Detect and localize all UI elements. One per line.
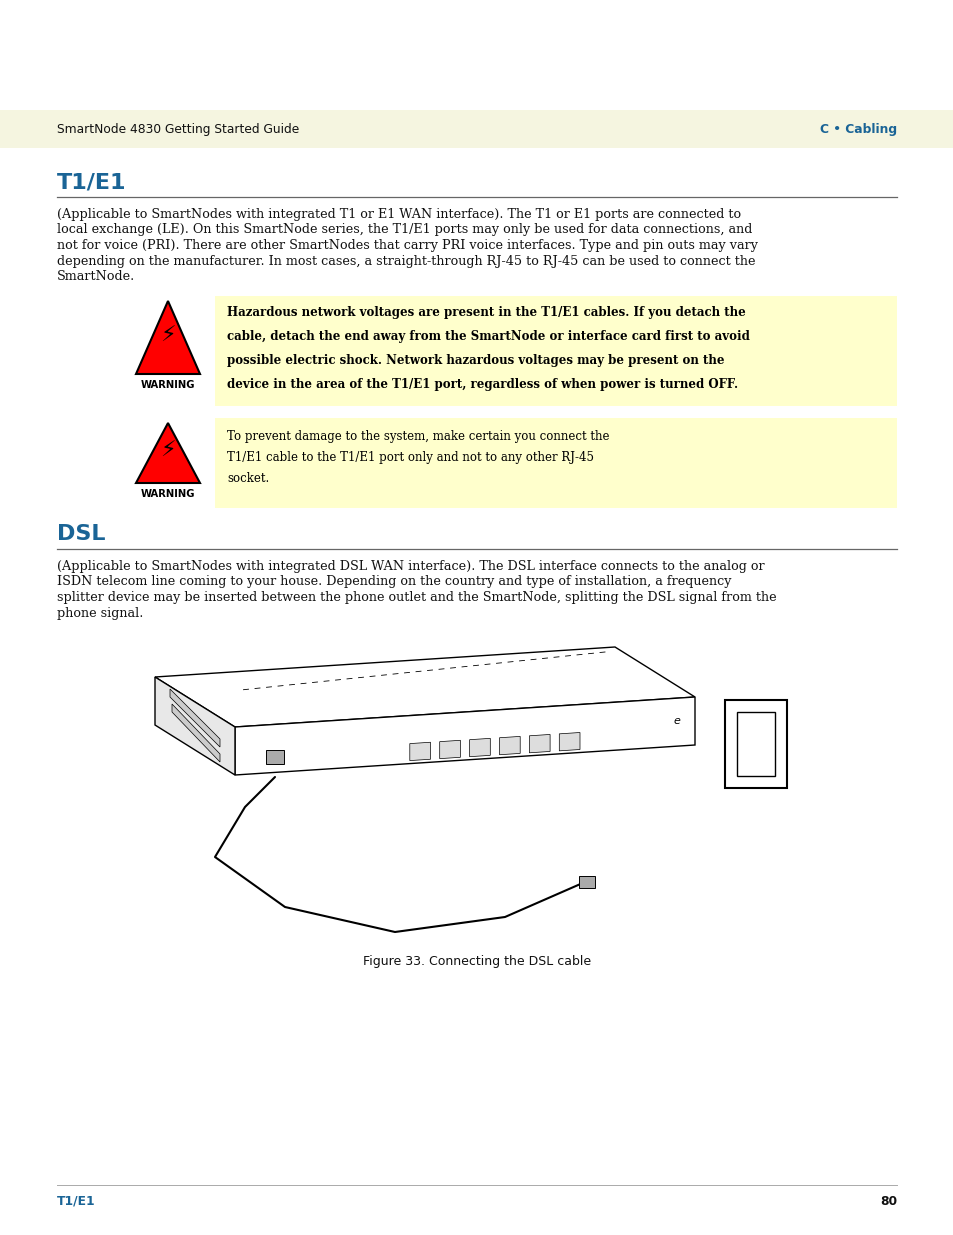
Text: C • Cabling: C • Cabling xyxy=(819,122,896,136)
Polygon shape xyxy=(234,697,695,776)
FancyBboxPatch shape xyxy=(0,110,953,148)
Polygon shape xyxy=(136,424,200,483)
Text: ⚡: ⚡ xyxy=(160,441,175,461)
Polygon shape xyxy=(469,739,490,757)
Text: phone signal.: phone signal. xyxy=(57,606,143,620)
Text: socket.: socket. xyxy=(227,472,269,485)
Text: T1/E1 cable to the T1/E1 port only and not to any other RJ-45: T1/E1 cable to the T1/E1 port only and n… xyxy=(227,451,594,464)
FancyBboxPatch shape xyxy=(724,700,786,788)
Polygon shape xyxy=(529,735,550,753)
Polygon shape xyxy=(410,742,430,761)
Polygon shape xyxy=(499,736,519,755)
FancyBboxPatch shape xyxy=(214,296,896,406)
Text: (Applicable to SmartNodes with integrated T1 or E1 WAN interface). The T1 or E1 : (Applicable to SmartNodes with integrate… xyxy=(57,207,740,221)
Text: To prevent damage to the system, make certain you connect the: To prevent damage to the system, make ce… xyxy=(227,430,609,443)
Text: not for voice (PRI). There are other SmartNodes that carry PRI voice interfaces.: not for voice (PRI). There are other Sma… xyxy=(57,240,758,252)
Text: Figure 33. Connecting the DSL cable: Figure 33. Connecting the DSL cable xyxy=(362,955,591,968)
FancyBboxPatch shape xyxy=(214,417,896,508)
Text: depending on the manufacturer. In most cases, a straight-through RJ-45 to RJ-45 : depending on the manufacturer. In most c… xyxy=(57,254,755,268)
Text: ISDN telecom line coming to your house. Depending on the country and type of ins: ISDN telecom line coming to your house. … xyxy=(57,576,731,589)
FancyBboxPatch shape xyxy=(578,876,595,888)
Text: T1/E1: T1/E1 xyxy=(57,1195,95,1208)
Polygon shape xyxy=(172,704,220,762)
Text: splitter device may be inserted between the phone outlet and the SmartNode, spli: splitter device may be inserted between … xyxy=(57,592,776,604)
Text: possible electric shock. Network hazardous voltages may be present on the: possible electric shock. Network hazardo… xyxy=(227,354,723,367)
Text: Hazardous network voltages are present in the T1/E1 cables. If you detach the: Hazardous network voltages are present i… xyxy=(227,306,745,319)
Text: local exchange (LE). On this SmartNode series, the T1/E1 ports may only be used : local exchange (LE). On this SmartNode s… xyxy=(57,224,752,236)
Text: DSL: DSL xyxy=(57,524,106,543)
Text: device in the area of the T1/E1 port, regardless of when power is turned OFF.: device in the area of the T1/E1 port, re… xyxy=(227,378,738,391)
Text: 80: 80 xyxy=(879,1195,896,1208)
Polygon shape xyxy=(154,677,234,776)
Text: e: e xyxy=(673,716,679,726)
Text: WARNING: WARNING xyxy=(141,489,195,499)
FancyBboxPatch shape xyxy=(266,750,284,764)
Text: WARNING: WARNING xyxy=(141,380,195,390)
Text: T1/E1: T1/E1 xyxy=(57,172,127,191)
Polygon shape xyxy=(170,689,220,747)
Polygon shape xyxy=(154,647,695,727)
Text: ⚡: ⚡ xyxy=(160,326,175,346)
Text: SmartNode.: SmartNode. xyxy=(57,270,135,283)
Text: cable, detach the end away from the SmartNode or interface card first to avoid: cable, detach the end away from the Smar… xyxy=(227,330,749,343)
Text: (Applicable to SmartNodes with integrated DSL WAN interface). The DSL interface : (Applicable to SmartNodes with integrate… xyxy=(57,559,763,573)
FancyBboxPatch shape xyxy=(737,713,774,776)
Text: SmartNode 4830 Getting Started Guide: SmartNode 4830 Getting Started Guide xyxy=(57,122,299,136)
Polygon shape xyxy=(136,301,200,374)
Polygon shape xyxy=(439,740,460,758)
Polygon shape xyxy=(558,732,579,751)
